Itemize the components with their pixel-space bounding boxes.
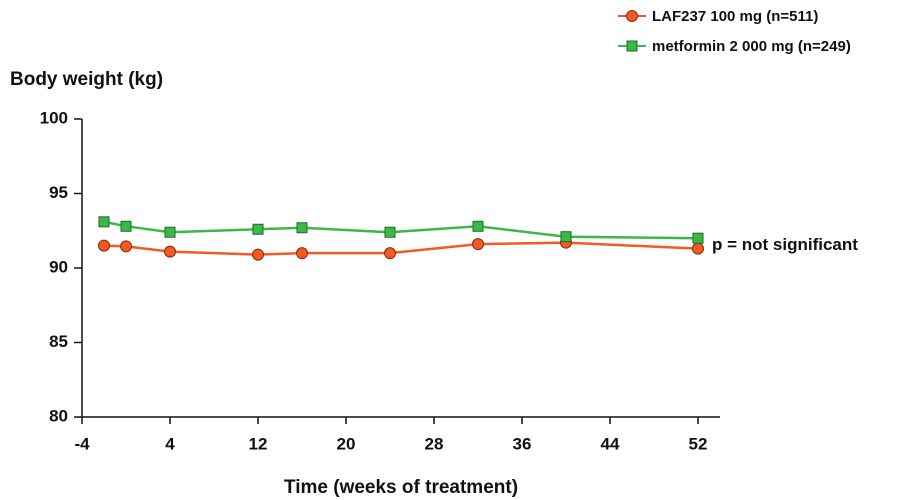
legend-label: metformin 2 000 mg (n=249) bbox=[652, 38, 851, 55]
point bbox=[472, 220, 484, 232]
x-tick-label: 52 bbox=[689, 434, 708, 453]
point bbox=[296, 222, 308, 234]
y-tick-label: 85 bbox=[49, 332, 68, 351]
point bbox=[384, 226, 396, 238]
point bbox=[98, 216, 110, 228]
y-axis-label: Body weight (kg) bbox=[10, 69, 163, 90]
point bbox=[120, 240, 132, 253]
x-tick-label: 12 bbox=[249, 434, 268, 453]
series-line bbox=[103, 241, 699, 256]
x-axis-label: Time (weeks of treatment) bbox=[284, 477, 518, 498]
point bbox=[296, 247, 308, 260]
y-tick-label: 90 bbox=[49, 257, 68, 276]
legend-label: LAF237 100 mg (n=511) bbox=[652, 8, 818, 25]
x-tick-label: 20 bbox=[337, 434, 356, 453]
point bbox=[164, 245, 176, 258]
legend-marker bbox=[626, 10, 638, 22]
point bbox=[384, 247, 396, 260]
point bbox=[692, 242, 704, 255]
x-tick-label: -4 bbox=[74, 434, 90, 453]
x-tick-label: 28 bbox=[425, 434, 444, 453]
x-tick-label: 4 bbox=[165, 434, 175, 453]
legend-marker bbox=[626, 40, 638, 52]
point bbox=[164, 226, 176, 238]
point bbox=[120, 220, 132, 232]
point bbox=[472, 238, 484, 251]
y-tick-label: 80 bbox=[49, 406, 68, 425]
x-tick-label: 36 bbox=[513, 434, 532, 453]
point bbox=[98, 239, 110, 252]
x-tick-label: 44 bbox=[601, 434, 620, 453]
y-tick-label: 95 bbox=[49, 183, 68, 202]
point bbox=[692, 232, 704, 244]
point bbox=[560, 231, 572, 243]
series-line bbox=[103, 220, 699, 240]
point bbox=[252, 248, 264, 261]
point bbox=[252, 223, 264, 235]
annotation: p = not significant bbox=[712, 235, 858, 254]
y-tick-label: 100 bbox=[40, 108, 68, 127]
